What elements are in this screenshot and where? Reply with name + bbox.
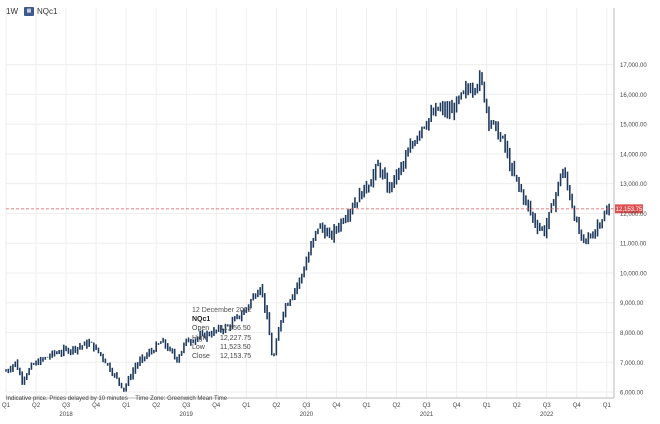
x-quarter-label: Q4 [212,403,221,409]
x-quarter-label: Q4 [453,403,462,409]
x-quarter-label: Q1 [362,403,371,409]
y-axis: 6,000.00 7,000.00 8,000.00 9,000.00 10,000.0… [613,8,647,398]
tooltip-close-row: Close 12,153.75 [192,353,252,361]
instrument-icon: ▦ [24,7,34,16]
last-price-tag [615,204,643,214]
x-quarter-label: Q3 [62,403,71,409]
last-price-label: 12,153.75 [616,207,643,213]
y-tick-label: 6,000.00 [620,391,644,397]
x-quarter-label: Q3 [543,403,552,409]
x-year-label: 2022 [540,412,554,418]
symbol-label: NQc1 [37,7,58,16]
y-tick-label: 10,000.00 [620,271,647,277]
tooltip-low-row: Low 11,523.50 [192,343,251,351]
x-year-label: 2020 [300,412,314,418]
y-tick-label: 15,000.00 [620,123,647,129]
x-quarter-label: Q2 [152,403,161,409]
tooltip-low-value: 11,523.50 [220,343,251,351]
y-tick-label: 14,000.00 [620,152,647,158]
x-quarter-label: Q2 [393,403,402,409]
y-tick-label: 11,000.00 [620,242,647,248]
x-year-label: 2019 [180,412,194,418]
y-tick-label: 16,000.00 [620,93,647,99]
x-quarter-label: Q4 [92,403,101,409]
x-quarter-label: Q3 [302,403,311,409]
x-quarter-label: Q2 [272,403,281,409]
x-quarter-label: Q1 [483,403,492,409]
symbol-selector[interactable]: ▦ NQc1 [24,7,57,16]
x-quarter-label: Q4 [573,403,582,409]
tooltip-symbol: NQc1 [192,316,211,324]
ohlc-tooltip: 12 December 2022 NQc1 Open 11,556.50 High… [192,306,252,361]
x-quarter-label: Q3 [423,403,432,409]
x-quarter-label: Q1 [122,403,131,409]
tooltip-high-value: 12,227.75 [220,334,252,342]
y-tick-label: 12,000.00 [620,212,647,218]
y-tick-label: 9,000.00 [620,301,644,307]
x-axis: Q1 Q2 Q3 Q4 Q1 Q2 Q3 Q4 Q1 Q2 Q3 Q4 Q1 Q2 Q3 Q4 Q1 Q2 Q3 Q4… [2,397,614,418]
x-quarter-label: Q2 [32,403,41,409]
tooltip-open-row: Open 11,556.50 [192,325,251,333]
y-tick-label: 17,000.00 [620,63,647,69]
x-year-label: 2021 [420,412,434,418]
last-price-line: 12,153.75 [6,204,643,214]
x-quarter-label: Q2 [513,403,522,409]
y-tick-label: 13,000.00 [620,182,647,188]
tooltip-date: 12 December 2022 [192,307,252,314]
chart-header: 1W ▦ NQc1 [6,7,57,16]
x-quarter-label: Q4 [332,403,341,409]
tooltip-high-row: High 12,227.75 [192,334,252,342]
chart-footer: Indicative price. Prices delayed by 10 m… [6,396,233,402]
gridlines [5,8,614,398]
tooltip-open-value: 11,556.50 [220,325,251,333]
x-year-label: 2018 [59,412,73,418]
x-quarter-label: Q1 [2,403,11,409]
timezone-label: Time Zone: Greenwich Mean Time [135,396,228,402]
interval-selector[interactable]: 1W [6,7,18,16]
tooltip-close-value: 12,153.75 [220,353,252,361]
delay-disclaimer: Indicative price. Prices delayed by 10 m… [6,396,128,402]
y-tick-label: 8,000.00 [620,331,644,337]
x-quarter-label: Q1 [603,403,612,409]
ohlc-bars [5,70,610,392]
x-quarter-label: Q3 [182,403,191,409]
y-tick-label: 7,000.00 [620,361,644,367]
x-quarter-label: Q1 [242,403,251,409]
